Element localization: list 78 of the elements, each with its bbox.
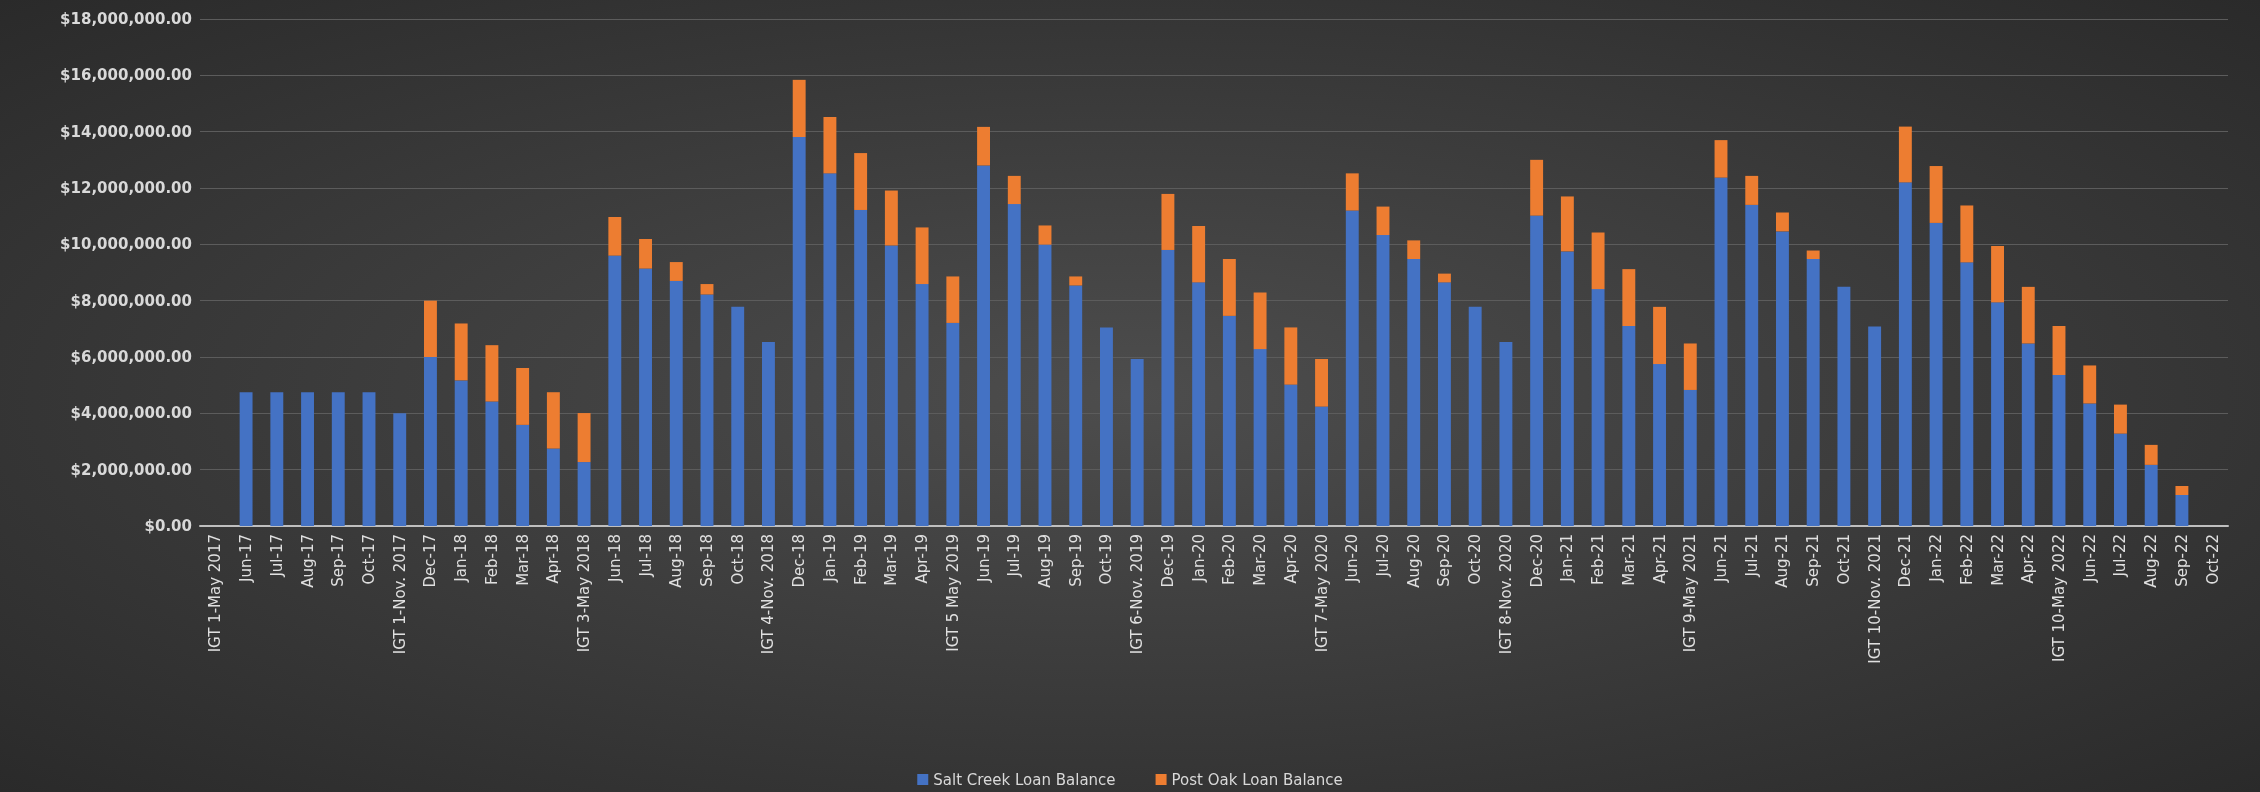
x-tick-label: Oct-22 <box>2203 534 2222 585</box>
x-tick-label: Jun-22 <box>2080 534 2099 583</box>
x-tick-label: Mar-21 <box>1619 534 1638 586</box>
x-tick-label: Jun-20 <box>1343 534 1362 583</box>
x-tick-label: Apr-18 <box>544 534 563 584</box>
x-tick-label: Apr-19 <box>913 534 932 584</box>
x-tick-label: Oct-21 <box>1834 534 1853 585</box>
x-tick-label: Jul-18 <box>636 534 655 578</box>
y-tick-label: $14,000,000.00 <box>60 122 192 141</box>
x-tick-label: Dec-19 <box>1158 534 1177 588</box>
x-tick-label: Jan-21 <box>1558 534 1577 583</box>
y-tick-label: $0.00 <box>144 517 192 535</box>
x-tick-label: Oct-19 <box>1097 534 1116 585</box>
x-tick-label: Sep-21 <box>1804 534 1823 587</box>
y-tick-label: $2,000,000.00 <box>70 460 192 479</box>
x-tick-label: Sep-17 <box>329 534 348 587</box>
x-tick-label: Mar-22 <box>1988 534 2007 586</box>
x-tick-label: Dec-20 <box>1527 534 1546 588</box>
y-tick-label: $12,000,000.00 <box>60 179 192 197</box>
x-tick-label: Dec-21 <box>1896 534 1915 588</box>
legend-label: Salt Creek Loan Balance <box>933 770 1116 789</box>
x-tick-label: Oct-17 <box>360 534 378 585</box>
x-tick-label: IGT 1-May 2017 <box>206 534 225 653</box>
x-tick-label: Feb-22 <box>1957 534 1976 586</box>
x-tick-label: Aug-19 <box>1036 534 1054 588</box>
x-tick-label: Apr-22 <box>2019 534 2038 584</box>
x-tick-label: Oct-18 <box>728 534 747 585</box>
x-tick-label: Mar-19 <box>882 534 901 586</box>
x-tick-label: Jul-22 <box>2111 534 2130 578</box>
x-tick-label: Jan-19 <box>820 534 839 583</box>
x-tick-label: Mar-18 <box>513 534 532 586</box>
x-tick-label: Jun-21 <box>1712 534 1730 583</box>
y-tick-label: $4,000,000.00 <box>70 404 192 423</box>
x-tick-label: Sep-20 <box>1435 534 1454 587</box>
x-tick-label: IGT 3-May 2018 <box>575 534 594 653</box>
x-tick-label: IGT 1-Nov. 2017 <box>390 534 409 655</box>
x-tick-label: Jul-17 <box>267 534 286 578</box>
y-tick-label: $16,000,000.00 <box>60 66 192 85</box>
y-tick-label: $8,000,000.00 <box>70 291 192 310</box>
x-tick-label: Jan-22 <box>1927 534 1946 583</box>
x-tick-label: IGT 5 May 2019 <box>943 534 962 652</box>
x-tick-label: Dec-18 <box>790 534 809 588</box>
x-tick-label: Feb-19 <box>851 534 870 586</box>
x-tick-label: Aug-17 <box>298 534 317 588</box>
x-tick-label: IGT 9-May 2021 <box>1681 534 1700 653</box>
x-tick-label: Feb-21 <box>1589 534 1608 586</box>
x-tick-label: Dec-17 <box>421 534 440 588</box>
x-tick-label: Jun-19 <box>974 534 993 583</box>
x-tick-label: IGT 10-May 2022 <box>2050 534 2068 662</box>
x-tick-label: Sep-18 <box>698 534 716 587</box>
x-tick-label: Aug-21 <box>1773 534 1792 588</box>
x-tick-label: Aug-22 <box>2142 534 2161 588</box>
y-tick-label: $18,000,000.00 <box>60 10 192 28</box>
x-tick-label: Jun-18 <box>605 534 624 583</box>
y-tick-label: $10,000,000.00 <box>60 235 192 254</box>
x-tick-label: Jun-17 <box>237 534 256 583</box>
x-tick-label: Mar-20 <box>1251 534 1270 586</box>
legend-label: Post Oak Loan Balance <box>1171 770 1343 789</box>
x-tick-label: Oct-20 <box>1466 534 1485 585</box>
x-tick-label: Jan-18 <box>452 534 471 583</box>
x-tick-label: Jul-20 <box>1374 534 1392 578</box>
x-tick-label: Apr-21 <box>1650 534 1669 584</box>
x-tick-label: Aug-20 <box>1404 534 1423 588</box>
x-tick-label: Jan-20 <box>1189 534 1208 583</box>
x-tick-label: Sep-22 <box>2172 534 2191 587</box>
x-tick-label: IGT 4-Nov. 2018 <box>759 534 778 655</box>
x-tick-label: Apr-20 <box>1281 534 1300 584</box>
x-tick-label: Sep-19 <box>1066 534 1085 587</box>
x-tick-label: Jul-19 <box>1005 534 1024 578</box>
x-tick-label: Jul-21 <box>1742 534 1761 578</box>
x-tick-label: Feb-18 <box>482 534 501 586</box>
x-tick-label: IGT 8-Nov. 2020 <box>1496 534 1515 655</box>
x-tick-label: Feb-20 <box>1220 534 1239 586</box>
x-tick-label: Aug-18 <box>667 534 686 588</box>
x-tick-label: IGT 10-Nov. 2021 <box>1865 534 1884 664</box>
x-tick-label: IGT 6-Nov. 2019 <box>1128 534 1147 655</box>
x-tick-label: IGT 7-May 2020 <box>1312 534 1331 653</box>
y-tick-label: $6,000,000.00 <box>70 348 192 366</box>
